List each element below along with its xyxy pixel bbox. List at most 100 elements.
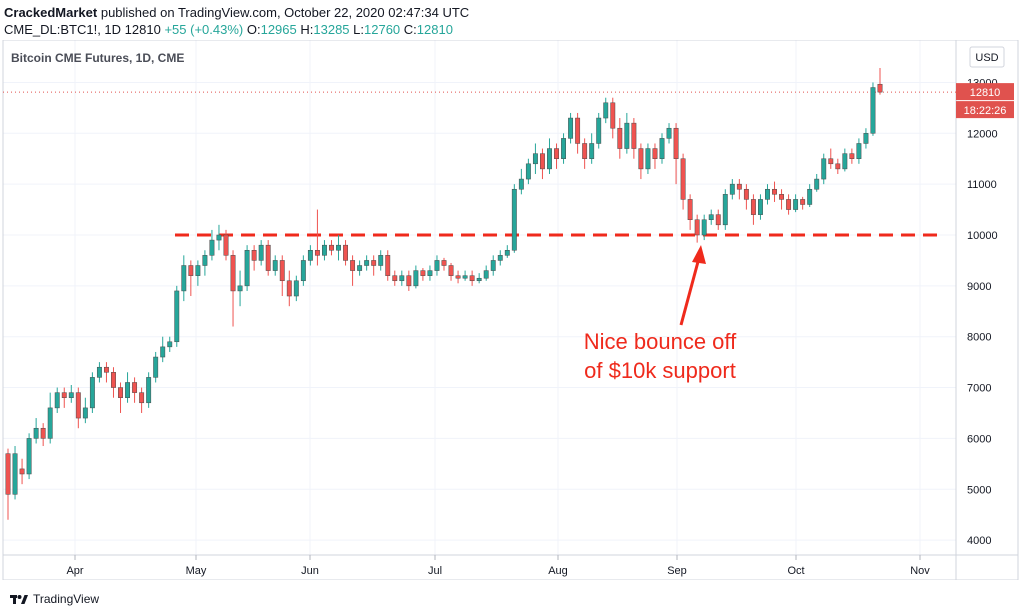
candle bbox=[666, 123, 672, 144]
candle bbox=[61, 387, 67, 408]
candle bbox=[371, 255, 377, 276]
candle bbox=[638, 143, 644, 180]
candle bbox=[828, 148, 834, 169]
candle bbox=[40, 423, 46, 447]
candle bbox=[307, 245, 313, 266]
candle bbox=[300, 255, 306, 286]
candle bbox=[125, 372, 130, 403]
candle bbox=[5, 448, 11, 520]
candle bbox=[877, 67, 883, 95]
candle bbox=[504, 245, 510, 258]
price-change: +55 (+0.43%) bbox=[164, 22, 244, 37]
candle bbox=[12, 446, 18, 500]
candle bbox=[293, 275, 299, 302]
candle bbox=[490, 255, 496, 276]
candle bbox=[617, 118, 623, 159]
x-tick-label: Jul bbox=[428, 565, 442, 577]
price-tag-value: 12810 bbox=[970, 87, 1001, 99]
candle bbox=[772, 181, 777, 202]
candle bbox=[54, 387, 60, 413]
candle bbox=[673, 123, 679, 185]
candle bbox=[547, 138, 552, 174]
candle bbox=[82, 397, 88, 424]
footer-brand: TradingView bbox=[33, 592, 100, 606]
candle bbox=[462, 270, 468, 281]
y-tick-label: 5000 bbox=[967, 484, 991, 496]
candle bbox=[483, 265, 489, 281]
candle bbox=[336, 235, 341, 261]
candle bbox=[448, 262, 454, 281]
candle bbox=[793, 194, 799, 213]
x-axis-labels: Apr May Jun Jul Aug Sep Oct Nov bbox=[66, 555, 930, 577]
candle bbox=[364, 255, 370, 271]
tradingview-footer[interactable]: TradingView bbox=[10, 592, 99, 606]
x-tick-label: Aug bbox=[548, 565, 568, 577]
countdown-tag-box bbox=[956, 101, 1014, 119]
ohlc-line: CME_DL:BTC1!, 1D 12810 +55 (+0.43%) O:12… bbox=[4, 22, 453, 37]
candle bbox=[715, 209, 721, 230]
publish-info: published on TradingView.com, October 22… bbox=[100, 5, 470, 20]
candle bbox=[399, 270, 405, 286]
candle bbox=[96, 362, 102, 383]
candle bbox=[132, 377, 138, 403]
x-tick-label: Apr bbox=[66, 565, 83, 577]
chart-title: Bitcoin CME Futures, 1D, CME bbox=[11, 51, 184, 65]
candle bbox=[554, 143, 559, 169]
candle bbox=[244, 245, 250, 291]
annotation-line-1: Nice bounce off bbox=[584, 329, 737, 354]
candle bbox=[392, 270, 398, 286]
candle bbox=[216, 224, 222, 251]
candle bbox=[265, 240, 271, 276]
candle bbox=[842, 148, 848, 172]
open-value: 12965 bbox=[260, 22, 297, 37]
candle bbox=[835, 158, 841, 174]
high-label: H: bbox=[300, 22, 314, 37]
low-value: 12760 bbox=[364, 22, 401, 37]
candle bbox=[314, 209, 320, 266]
candle bbox=[680, 153, 686, 210]
x-tick-label: Oct bbox=[787, 565, 804, 577]
candle bbox=[722, 189, 728, 230]
candle bbox=[427, 265, 433, 281]
grid-lines bbox=[3, 40, 956, 555]
candle bbox=[251, 245, 257, 271]
y-tick-label: 8000 bbox=[967, 332, 991, 344]
candle bbox=[279, 255, 285, 297]
candle bbox=[237, 270, 243, 307]
annotation-line-2: of $10k support bbox=[584, 358, 736, 383]
candle bbox=[589, 133, 595, 164]
candle bbox=[329, 240, 334, 256]
candle bbox=[610, 97, 616, 139]
price-tag: 12810 18:22:26 bbox=[956, 83, 1014, 119]
close-label: C: bbox=[403, 22, 417, 37]
price-tag-box bbox=[956, 83, 1014, 101]
author-name[interactable]: CrackedMarket bbox=[4, 5, 98, 20]
candle bbox=[111, 367, 116, 398]
candle bbox=[68, 385, 74, 403]
candle bbox=[146, 372, 152, 408]
last-price: 12810 bbox=[124, 22, 161, 37]
y-tick-label: 4000 bbox=[967, 535, 991, 547]
candle bbox=[800, 196, 806, 210]
candle bbox=[230, 250, 236, 327]
candle bbox=[286, 270, 292, 307]
candle bbox=[258, 240, 264, 266]
candle bbox=[153, 351, 159, 383]
candle bbox=[188, 260, 194, 297]
currency-button[interactable] bbox=[969, 46, 1005, 68]
chart-frame[interactable]: Bitcoin CME Futures, 1D, CME USD 4000 500… bbox=[0, 40, 1021, 580]
y-tick-label: 12000 bbox=[967, 128, 998, 140]
symbol-label: CME_DL:BTC1!, 1D bbox=[4, 22, 122, 37]
candle bbox=[659, 133, 665, 164]
candle bbox=[195, 260, 201, 286]
candle bbox=[441, 257, 447, 271]
candle bbox=[540, 148, 545, 180]
candle bbox=[603, 97, 609, 124]
candle bbox=[525, 158, 531, 185]
x-tick-label: Sep bbox=[667, 565, 687, 577]
candle bbox=[406, 270, 412, 291]
candle bbox=[511, 184, 517, 253]
candle bbox=[413, 265, 419, 289]
candle bbox=[19, 458, 25, 485]
high-value: 13285 bbox=[313, 22, 350, 37]
